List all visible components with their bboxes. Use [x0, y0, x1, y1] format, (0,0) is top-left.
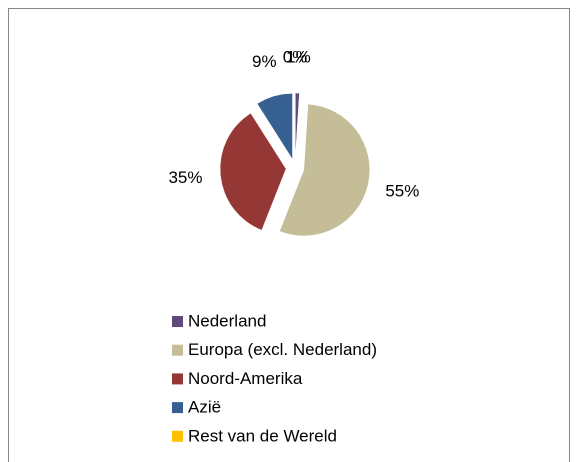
legend-swatch [172, 316, 183, 327]
data-label: 9% [252, 52, 277, 71]
chart-border [8, 8, 570, 462]
data-label: 0% [283, 47, 308, 66]
legend-swatch [172, 373, 183, 385]
legend-label: Nederland [188, 311, 266, 330]
legend-label: Azië [188, 398, 221, 417]
data-label: 35% [168, 168, 202, 187]
pie-slice [256, 93, 293, 161]
legend-label: Europa (excl. Nederland) [188, 340, 377, 359]
legend-swatch [172, 344, 183, 356]
legend-swatch [172, 430, 183, 442]
data-label: 55% [385, 181, 419, 200]
pie-slice [219, 112, 287, 231]
pie-slice [295, 92, 300, 160]
pie-slice [279, 103, 371, 237]
legend-swatch [172, 402, 183, 414]
data-label: 1% [286, 48, 311, 67]
legend-label: Noord-Amerika [188, 369, 303, 388]
legend-label: Rest van de Wereld [188, 426, 337, 445]
